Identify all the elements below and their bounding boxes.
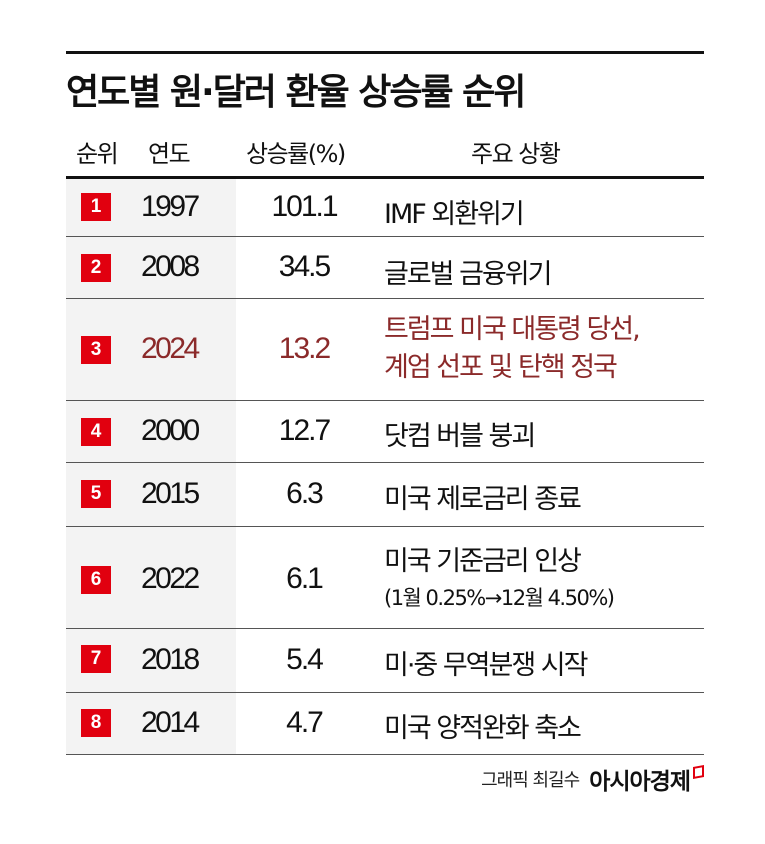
table-row: 8 2014 4.7 미국 양적완화 축소 (66, 693, 704, 755)
table-graphic: 연도별 원·달러 환율 상승률 순위 순위 연도 상승률(%) 주요 상황 1 … (66, 51, 704, 755)
table-row: 2 2008 34.5 글로벌 금융위기 (66, 237, 704, 299)
credit-line: 그래픽 최길수 아시아경제 (481, 762, 704, 796)
table-row: 5 2015 6.3 미국 제로금리 종료 (66, 463, 704, 527)
rank-badge: 7 (81, 645, 111, 673)
rank-badge: 6 (81, 566, 111, 594)
rate-cell: 34.5 (278, 250, 331, 283)
description-cell: 미국 양적완화 축소 (384, 713, 582, 744)
year-cell: 1997 (141, 190, 200, 223)
year-cell: 2024 (141, 332, 200, 365)
year-cell: 2015 (141, 477, 200, 510)
year-cell: 2008 (141, 250, 200, 283)
description-cell: 미국 기준금리 인상 (1월 0.25%→12월 4.50%) (384, 539, 615, 612)
header-description: 주요 상황 (471, 140, 561, 168)
year-cell: 2000 (141, 414, 200, 447)
description-cell: 트럼프 미국 대통령 당선, 계엄 선포 및 탄핵 정국 (384, 311, 641, 387)
rate-cell: 6.3 (286, 477, 324, 510)
description-subtext: (1월 0.25%→12월 4.50%) (384, 586, 615, 610)
header-rank: 순위 (76, 140, 119, 168)
rank-badge: 5 (81, 480, 111, 508)
table-row-highlighted: 3 2024 13.2 트럼프 미국 대통령 당선, 계엄 선포 및 탄핵 정국 (66, 299, 704, 401)
year-cell: 2022 (141, 562, 200, 595)
description-cell: 미·중 무역분쟁 시작 (384, 650, 588, 681)
rate-cell: 5.4 (286, 643, 324, 676)
description-line-2: 계엄 선포 및 탄핵 정국 (384, 352, 618, 383)
brand-logo-text: 아시아경제 (589, 769, 691, 795)
rate-cell: 6.1 (286, 562, 324, 595)
rate-cell: 13.2 (278, 332, 331, 365)
rank-badge: 2 (81, 254, 111, 282)
table-header: 순위 연도 상승률(%) 주요 상황 (66, 124, 704, 176)
ranking-table: 1 1997 101.1 IMF 외환위기 2 2008 34.5 글로벌 금융… (66, 179, 704, 755)
description-line-1: 트럼프 미국 대통령 당선, (384, 314, 641, 345)
description-cell: 닷컴 버블 붕괴 (384, 421, 536, 452)
rank-badge: 3 (81, 336, 111, 364)
top-rule (66, 51, 704, 54)
header-rule (66, 176, 704, 179)
rate-cell: 101.1 (271, 190, 338, 223)
page-title: 연도별 원·달러 환율 상승률 순위 (66, 72, 526, 113)
header-year: 연도 (148, 140, 191, 168)
year-cell: 2018 (141, 643, 200, 676)
rate-cell: 12.7 (278, 414, 331, 447)
rank-badge: 1 (81, 193, 111, 221)
description-cell: 미국 제로금리 종료 (384, 484, 582, 515)
description-cell: IMF 외환위기 (384, 199, 525, 230)
description-line-1: 미국 기준금리 인상 (384, 546, 582, 577)
header-rate: 상승률(%) (246, 140, 346, 168)
graphic-credit: 그래픽 최길수 (481, 770, 580, 791)
rank-badge: 4 (81, 418, 111, 446)
brand-mark-icon (693, 765, 704, 779)
table-row: 7 2018 5.4 미·중 무역분쟁 시작 (66, 629, 704, 693)
year-cell: 2014 (141, 706, 200, 739)
table-row: 4 2000 12.7 닷컴 버블 붕괴 (66, 401, 704, 463)
table-row: 6 2022 6.1 미국 기준금리 인상 (1월 0.25%→12월 4.50… (66, 527, 704, 629)
rate-cell: 4.7 (286, 706, 324, 739)
table-row: 1 1997 101.1 IMF 외환위기 (66, 179, 704, 237)
rank-badge: 8 (81, 709, 111, 737)
description-cell: 글로벌 금융위기 (384, 259, 552, 290)
